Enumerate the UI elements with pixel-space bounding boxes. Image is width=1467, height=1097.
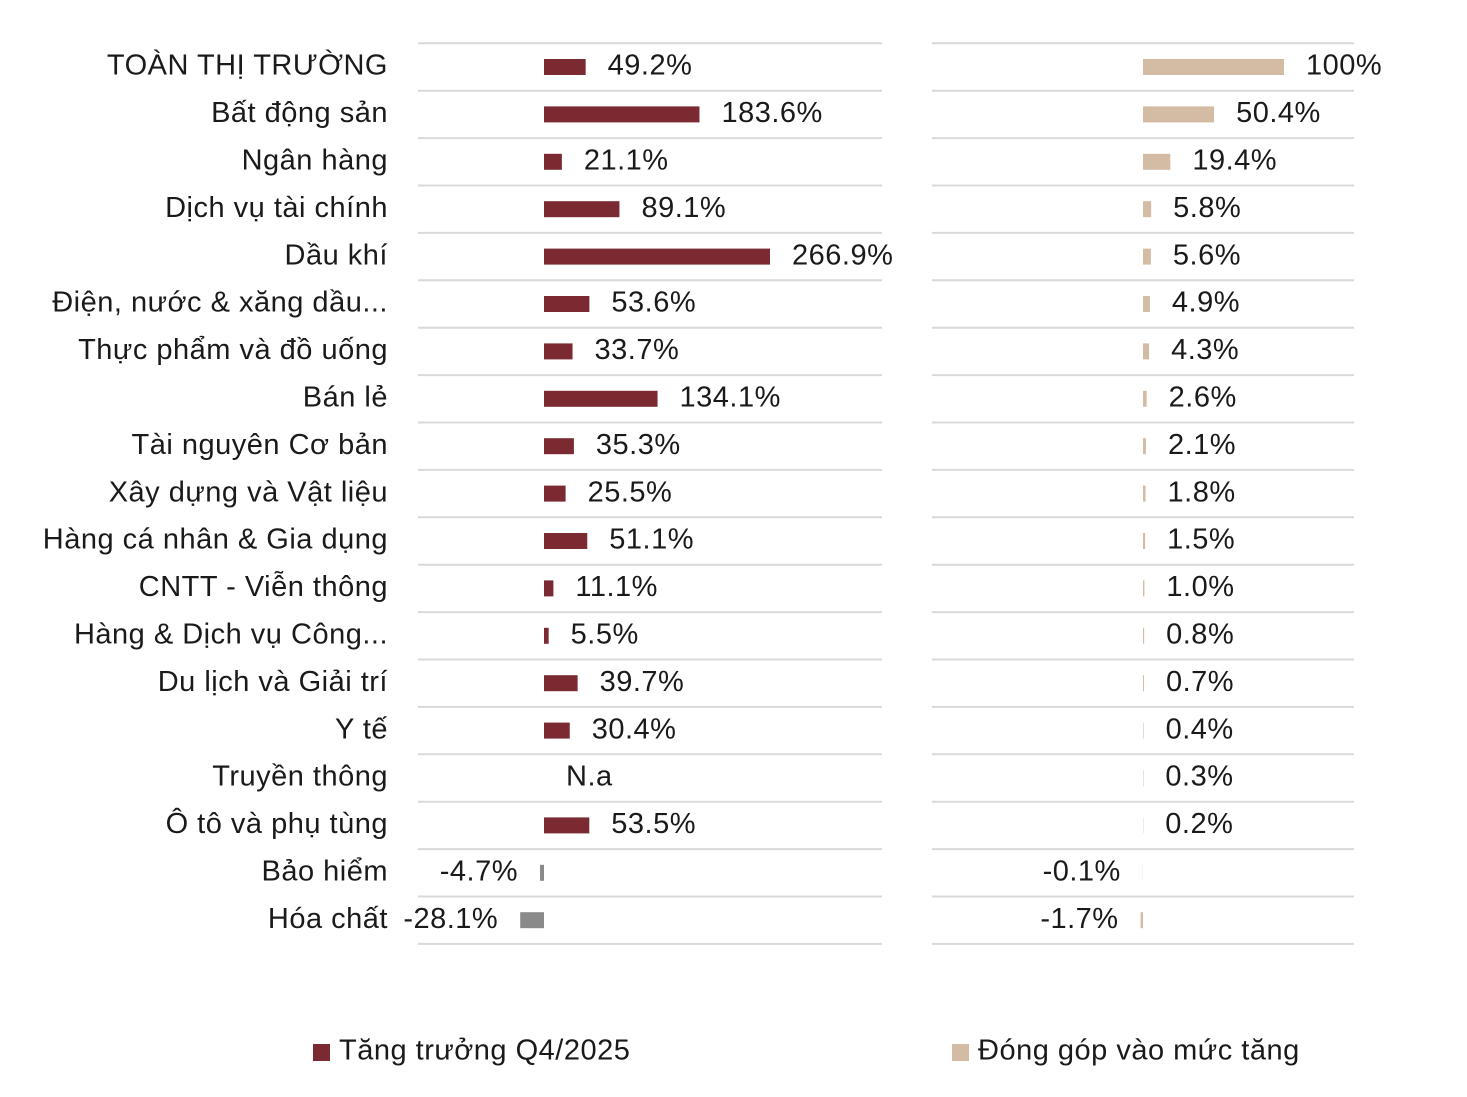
- value-label: 5.8%: [1173, 192, 1241, 224]
- bar: [1143, 59, 1284, 75]
- bar: [1143, 627, 1145, 644]
- legend-swatch: [952, 1044, 969, 1061]
- value-label: N.a: [566, 761, 613, 793]
- value-label: 183.6%: [721, 97, 822, 129]
- bar: [1143, 722, 1144, 739]
- bar: [1143, 675, 1144, 692]
- legend-label: Tăng trưởng Q4/2025: [339, 1035, 630, 1067]
- value-label: 35.3%: [596, 429, 681, 461]
- category-label: Dịch vụ tài chính: [165, 192, 388, 224]
- value-label: 1.5%: [1167, 524, 1235, 556]
- value-label: 100%: [1306, 50, 1382, 82]
- value-label: 50.4%: [1236, 97, 1321, 129]
- bar: [544, 675, 578, 692]
- bar: [1143, 438, 1146, 455]
- bar: [1140, 912, 1143, 929]
- category-label: Xây dựng và Vật liệu: [109, 476, 388, 508]
- category-label: Ô tô và phụ tùng: [166, 806, 388, 840]
- bar: [1143, 343, 1150, 360]
- bar: [544, 627, 549, 644]
- bar: [1143, 390, 1147, 407]
- bar: [520, 912, 544, 929]
- value-label: 19.4%: [1192, 144, 1277, 176]
- value-label: 30.4%: [592, 713, 677, 745]
- legend-label: Đóng góp vào mức tăng: [978, 1035, 1300, 1067]
- value-label: 49.2%: [608, 50, 693, 82]
- bar: [1143, 248, 1151, 265]
- category-label: Bán lẻ: [303, 381, 388, 413]
- value-label: 0.7%: [1166, 666, 1234, 698]
- value-label: 21.1%: [584, 144, 669, 176]
- value-label: 0.3%: [1165, 761, 1233, 793]
- bar: [544, 722, 570, 739]
- bar: [1143, 580, 1145, 597]
- category-label: Hàng cá nhân & Gia dụng: [43, 524, 388, 556]
- value-label: 53.5%: [611, 808, 696, 840]
- bar: [544, 580, 554, 597]
- bar: [544, 106, 700, 123]
- category-label: CNTT - Viễn thông: [139, 570, 388, 603]
- category-label: Dầu khí: [285, 239, 388, 271]
- value-label: 1.0%: [1166, 571, 1234, 603]
- bar: [544, 533, 588, 549]
- value-label: 11.1%: [575, 571, 658, 603]
- bar: [544, 343, 573, 360]
- value-label: 25.5%: [588, 476, 673, 508]
- bar: [544, 59, 586, 75]
- category-label: Hóa chất: [268, 903, 388, 935]
- category-label: Y tế: [335, 713, 388, 745]
- bar: [1143, 153, 1171, 170]
- bar: [1143, 106, 1215, 123]
- category-label: Truyền thông: [212, 761, 388, 793]
- value-label: 39.7%: [600, 666, 685, 698]
- legend-swatch: [313, 1044, 330, 1061]
- bar: [544, 296, 590, 312]
- bar: [1143, 201, 1152, 218]
- value-label: -4.7%: [440, 855, 518, 887]
- value-label: 51.1%: [609, 524, 694, 556]
- value-label: 0.2%: [1165, 808, 1233, 840]
- value-label: -0.1%: [1043, 855, 1121, 887]
- value-label: 4.3%: [1171, 334, 1239, 366]
- bar: [544, 390, 658, 407]
- category-label: Bất động sản: [211, 97, 388, 129]
- value-label: 4.9%: [1172, 287, 1240, 319]
- category-label: TOÀN THỊ TRƯỜNG: [107, 49, 388, 82]
- category-label: Bảo hiểm: [261, 855, 388, 887]
- bar: [544, 201, 620, 218]
- category-label: Thực phẩm và đồ uống: [78, 334, 388, 366]
- value-label: 89.1%: [641, 192, 726, 224]
- category-label: Điện, nước & xăng dầu...: [52, 287, 388, 319]
- value-label: 33.7%: [595, 334, 680, 366]
- category-label: Du lịch và Giải trí: [158, 666, 388, 698]
- value-label: 0.8%: [1166, 618, 1234, 650]
- bar: [1143, 485, 1146, 502]
- value-label: 0.4%: [1166, 713, 1234, 745]
- bar: [1143, 296, 1150, 312]
- bar: [544, 485, 566, 502]
- value-label: -28.1%: [403, 903, 498, 935]
- bar: [544, 248, 770, 265]
- bar: [540, 864, 544, 881]
- category-label: Hàng & Dịch vụ Công...: [74, 618, 388, 650]
- value-label: 5.6%: [1173, 239, 1241, 271]
- value-label: 134.1%: [680, 381, 781, 413]
- bar: [544, 153, 562, 170]
- value-label: 53.6%: [611, 287, 696, 319]
- value-label: 2.6%: [1169, 381, 1237, 413]
- bar: [1143, 533, 1146, 549]
- bar: [544, 817, 590, 834]
- value-label: -1.7%: [1040, 903, 1118, 935]
- value-label: 266.9%: [792, 239, 893, 271]
- category-label: Tài nguyên Cơ bản: [132, 429, 388, 461]
- value-label: 5.5%: [571, 618, 639, 650]
- value-label: 1.8%: [1168, 476, 1236, 508]
- category-label: Ngân hàng: [242, 144, 388, 176]
- bar: [544, 438, 574, 455]
- value-label: 2.1%: [1168, 429, 1236, 461]
